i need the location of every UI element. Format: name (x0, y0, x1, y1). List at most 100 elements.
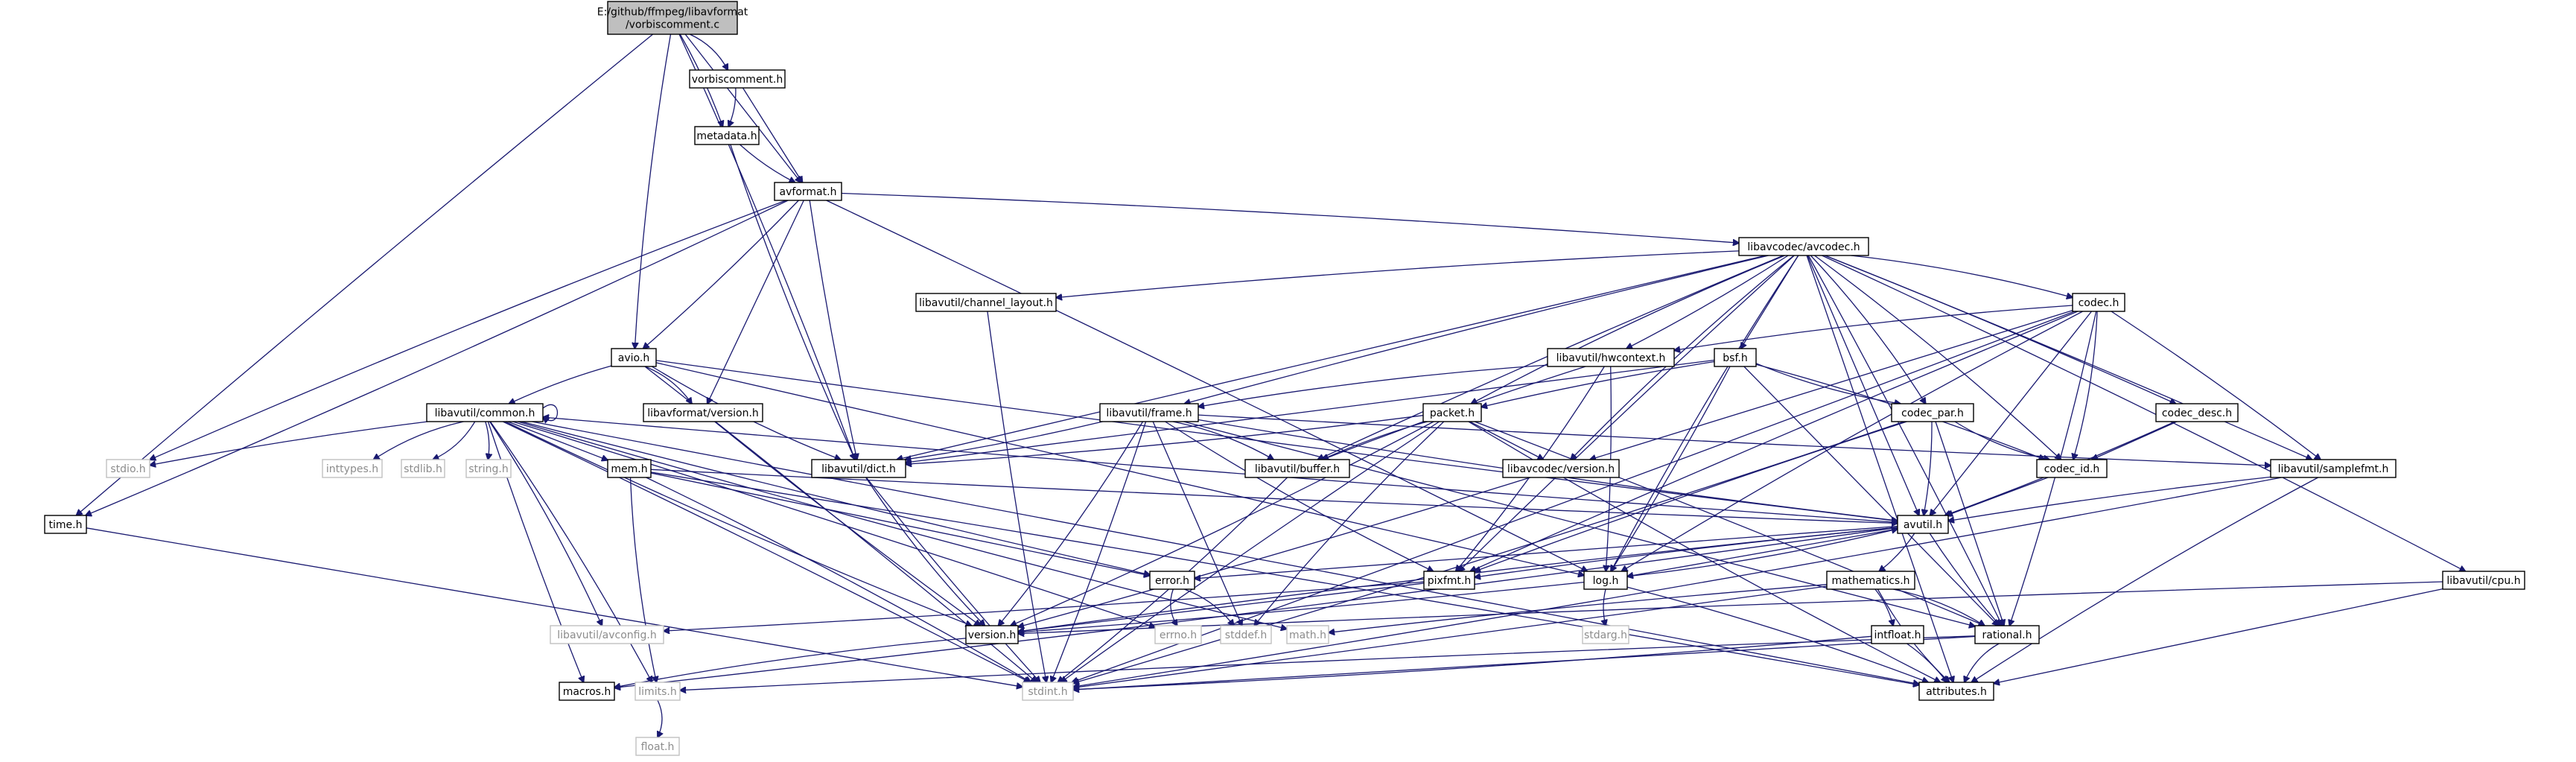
edge-lavc_version_h-to-version_h (1018, 477, 1531, 627)
node-pixfmt-h[interactable]: pixfmt.h (1423, 571, 1475, 590)
node-attributes-h[interactable]: attributes.h (1918, 682, 1994, 701)
edge-avformat_h-to-stdio_h (150, 200, 786, 460)
node-avconfig-h[interactable]: libavutil/avconfig.h (550, 625, 664, 644)
node-box (965, 625, 1019, 644)
edge-avcodec_h-to-lavc_version_h (1571, 255, 1795, 460)
edge-dict_h-to-version_h (865, 477, 985, 626)
node-codec-id-h[interactable]: codec_id.h (2036, 459, 2108, 478)
node-error-h[interactable]: error.h (1149, 571, 1195, 590)
node-inttypes-h[interactable]: inttypes.h (322, 459, 383, 478)
node-cpu-h[interactable]: libavutil/cpu.h (2442, 571, 2525, 590)
node-avformat-h[interactable]: avformat.h (774, 182, 842, 201)
node-stddef-h[interactable]: stddef.h (1220, 625, 1272, 644)
node-intfloat-h[interactable]: intfloat.h (1871, 625, 1924, 644)
node-box (611, 348, 657, 367)
edge-codec_h-to-hwcontext_h (1674, 305, 2073, 350)
node-metadata-h[interactable]: metadata.h (694, 126, 760, 145)
node-avutil-h[interactable]: avutil.h (1897, 515, 1949, 534)
node-bsf-h[interactable]: bsf.h (1714, 348, 1757, 367)
node-label: /vorbiscomment.c (626, 19, 719, 31)
node-label: mem.h (611, 463, 647, 475)
edge-avformat_h-to-lavf_version_h (707, 200, 804, 404)
edge-bsf_h-to-dict_h (906, 359, 1715, 463)
edge-rational_h-to-stdint_h (1073, 635, 1976, 690)
edge-avio_h-to-log_h (655, 362, 1584, 576)
node-stdarg-h[interactable]: stdarg.h (1582, 625, 1629, 644)
edge-packet_h-to-buffer_h (1322, 421, 1428, 460)
edge-error_h-to-stddef_h (1184, 588, 1233, 626)
edge-root-to-vorbiscomment_h (690, 34, 728, 70)
node-codec-h[interactable]: codec.h (2072, 293, 2125, 312)
node-hwcontext-h[interactable]: libavutil/hwcontext.h (1547, 348, 1675, 367)
node-lavf-version-h[interactable]: libavformat/version.h (643, 403, 763, 422)
edge-vorbiscomment_h-to-metadata_h (728, 87, 737, 127)
node-mem-h[interactable]: mem.h (607, 459, 652, 478)
edge-root-to-avio_h (635, 34, 672, 349)
node-label: libavutil/dict.h (821, 463, 896, 475)
edge-intfloat_h-to-stdint_h (1073, 635, 1872, 689)
edge-root-to-time_h (76, 34, 654, 515)
node-avcodec-h[interactable]: libavcodec/avcodec.h (1738, 237, 1869, 256)
edge-rational_h-to-limits_h (680, 635, 1976, 690)
node-box (1022, 682, 1074, 701)
node-box (44, 515, 87, 534)
node-vorbiscomment-h[interactable]: vorbiscomment.h (689, 69, 786, 89)
node-limits-h[interactable]: limits.h (635, 682, 681, 701)
node-stdio-h[interactable]: stdio.h (106, 459, 150, 478)
node-lavc-version-h[interactable]: libavcodec/version.h (1502, 459, 1620, 478)
edge-packet_h-to-stdint_h (1060, 421, 1440, 682)
node-label: libavutil/cpu.h (2446, 575, 2520, 587)
edge-error_h-to-errno_h (1170, 588, 1177, 626)
edge-mem_h-to-avutil_h (650, 469, 1898, 523)
edge-common_h-to-stdint_h (503, 421, 1029, 682)
node-box (2442, 571, 2525, 590)
edge-common_h-to-error_h (521, 421, 1150, 575)
node-box (607, 459, 652, 478)
node-channel-layout-h[interactable]: libavutil/channel_layout.h (915, 293, 1057, 312)
node-time-h[interactable]: time.h (44, 515, 87, 534)
node-mathematics-h[interactable]: mathematics.h (1826, 571, 1915, 590)
node-codec-par-h[interactable]: codec_par.h (1891, 403, 1974, 422)
node-label: stdarg.h (1584, 629, 1627, 641)
edge-avcodec_h-to-samplefmt_h (1825, 255, 2312, 460)
edge-avio_h-to-lavf_version_h (644, 366, 692, 404)
node-log-h[interactable]: log.h (1583, 571, 1628, 590)
node-version-h[interactable]: version.h (965, 625, 1019, 644)
node-samplefmt-h[interactable]: libavutil/samplefmt.h (2270, 459, 2397, 478)
node-rational-h[interactable]: rational.h (1974, 625, 2040, 644)
edge-codec_par_h-to-avutil_h (1924, 421, 1933, 515)
node-box (1974, 625, 2040, 644)
edge-avcodec_h-to-avutil_h (1807, 255, 1919, 515)
node-math-h[interactable]: math.h (1286, 625, 1329, 644)
edge-log_h-to-stdarg_h (1603, 588, 1606, 626)
node-stdint-h[interactable]: stdint.h (1022, 682, 1074, 701)
node-frame-h[interactable]: libavutil/frame.h (1099, 403, 1199, 422)
edge-avutil_h-to-macros_h (614, 527, 1898, 688)
node-codec-desc-h[interactable]: codec_desc.h (2155, 403, 2239, 422)
node-string-h[interactable]: string.h (465, 459, 512, 478)
node-float-h[interactable]: float.h (635, 737, 680, 756)
node-stdlib-h[interactable]: stdlib.h (401, 459, 445, 478)
node-label: mathematics.h (1831, 575, 1909, 587)
node-errno-h[interactable]: errno.h (1154, 625, 1202, 644)
edge-frame_h-to-stdint_h (1051, 421, 1147, 682)
edge-mathematics_h-to-intfloat_h (1874, 588, 1893, 626)
node-dict-h[interactable]: libavutil/dict.h (811, 459, 906, 478)
edge-avcodec_h-to-attributes_h (1806, 255, 1953, 682)
edge-samplefmt_h-to-attributes_h (1971, 477, 2319, 682)
node-root[interactable]: E:/github/ffmpeg/libavformat/vorbiscomme… (597, 1, 748, 35)
node-label: intfloat.h (1874, 629, 1921, 641)
edge-common_h-to-errno_h (512, 421, 1156, 627)
node-packet-h[interactable]: packet.h (1422, 403, 1482, 422)
node-box (1286, 625, 1329, 644)
node-buffer-h[interactable]: libavutil/buffer.h (1244, 459, 1350, 478)
edge-bsf_h-to-codec_par_h (1755, 363, 1901, 404)
node-common-h[interactable]: libavutil/common.h (426, 403, 544, 422)
node-macros-h[interactable]: macros.h (559, 682, 615, 701)
node-label: float.h (641, 741, 675, 753)
node-label: bsf.h (1723, 352, 1747, 364)
node-avio-h[interactable]: avio.h (611, 348, 657, 367)
edge-bsf_h-to-rational_h (1743, 366, 1998, 626)
node-box (1897, 515, 1949, 534)
